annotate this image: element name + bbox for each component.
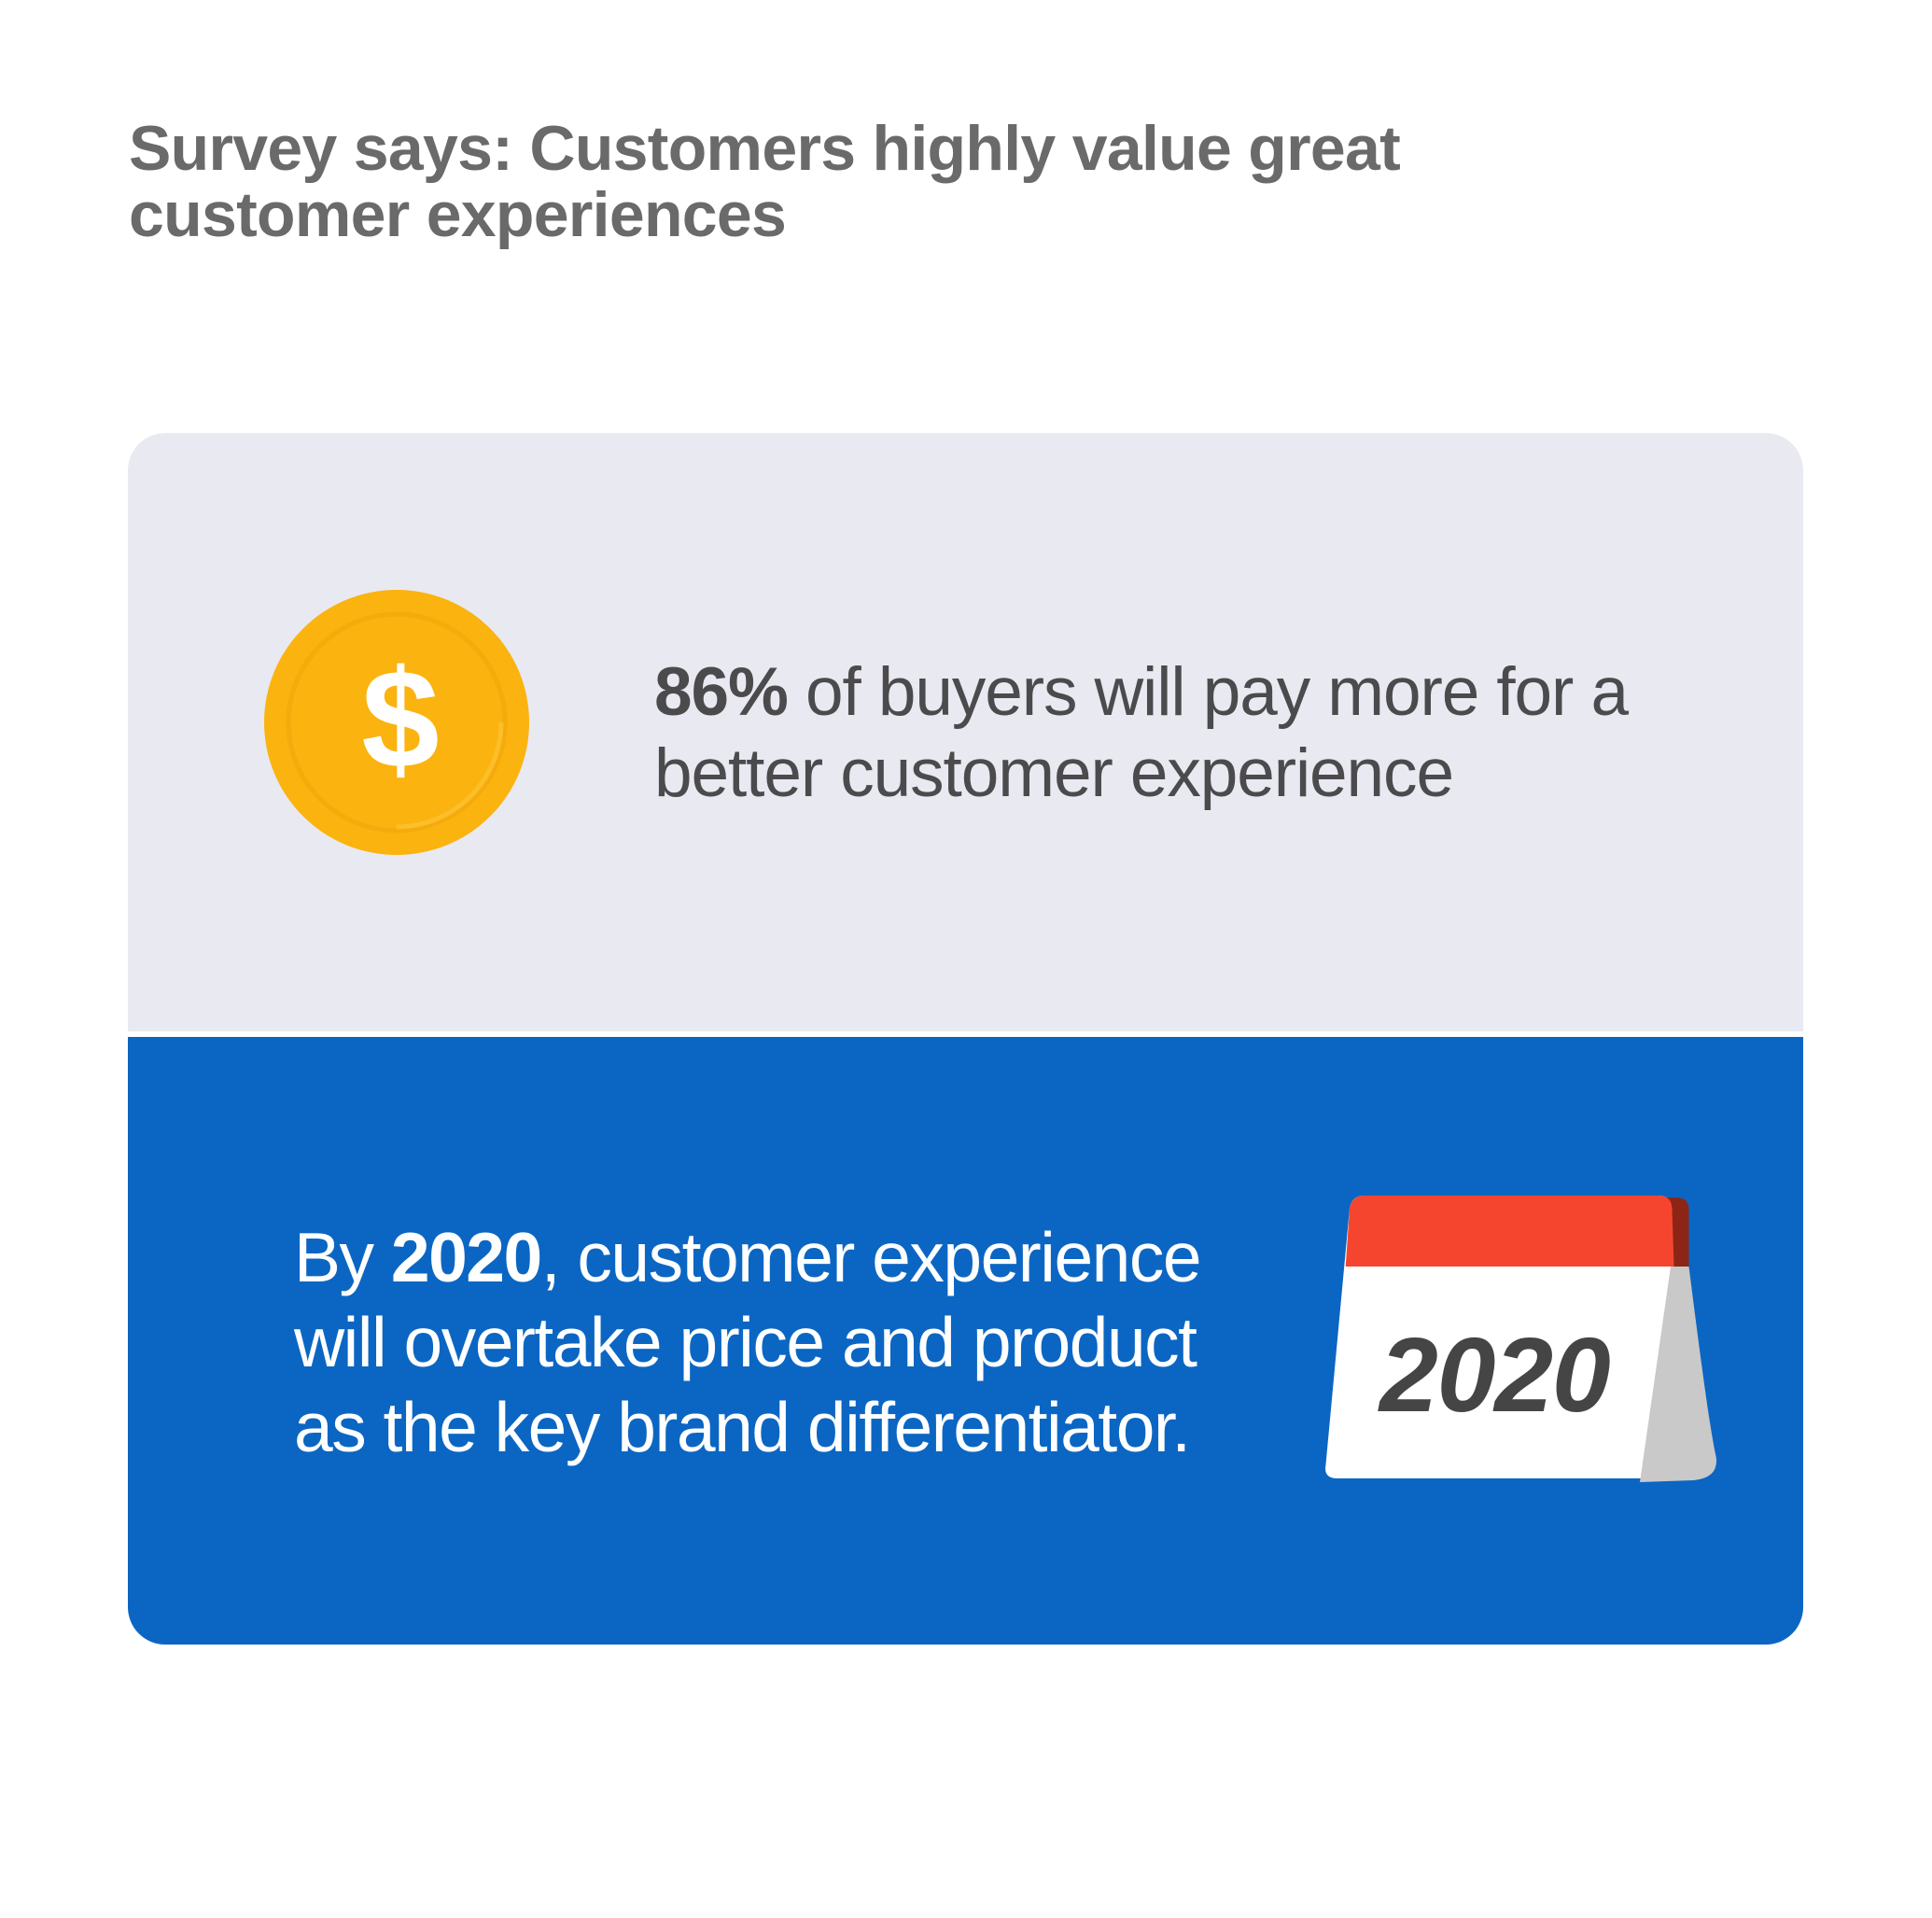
- svg-text:$: $: [361, 640, 439, 797]
- svg-text:2020: 2020: [1378, 1316, 1610, 1434]
